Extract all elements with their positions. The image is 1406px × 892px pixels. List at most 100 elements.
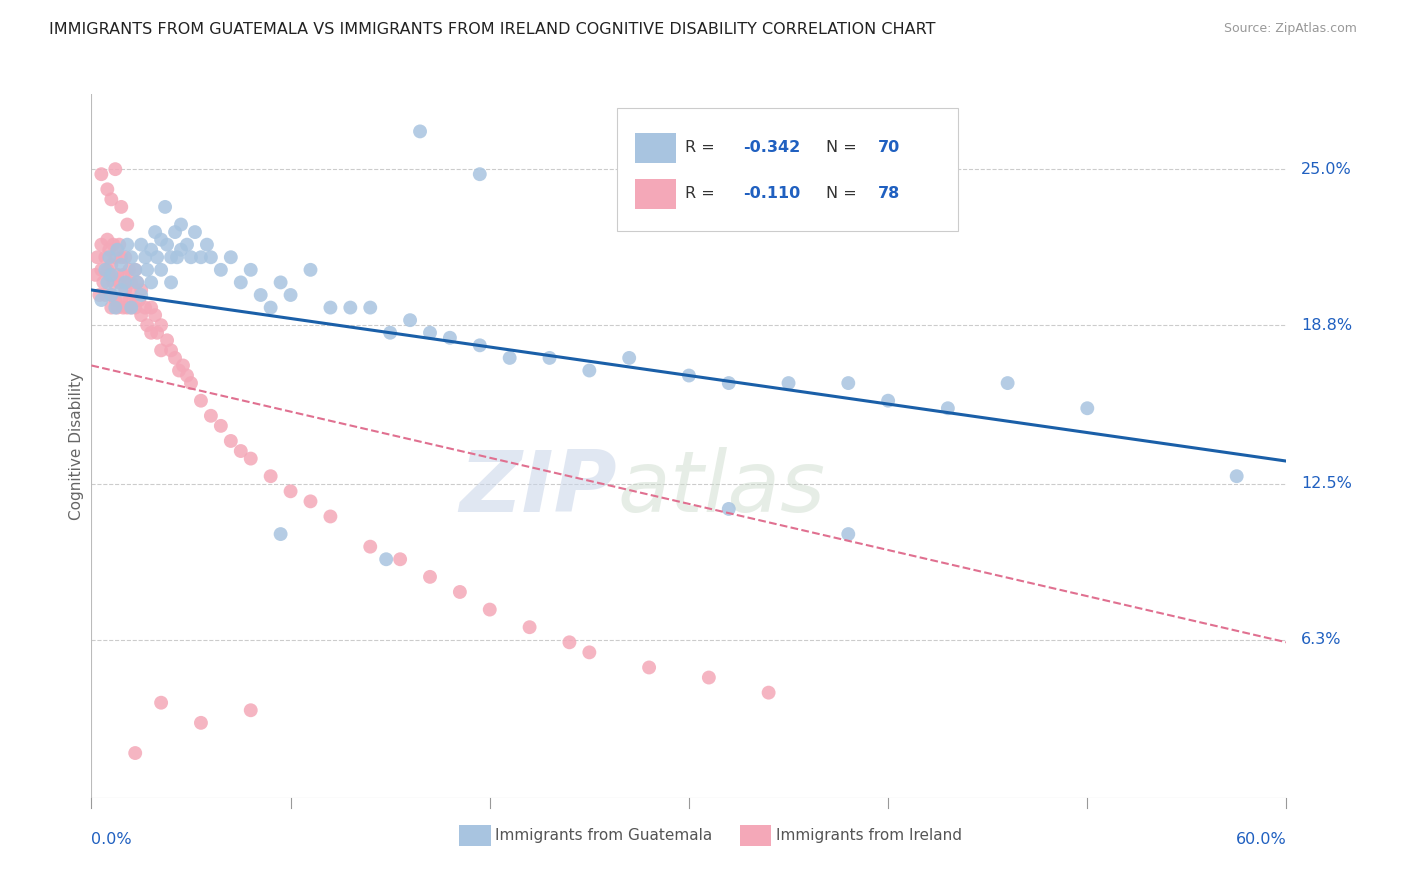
Point bbox=[143, 308, 166, 322]
Point bbox=[114, 250, 136, 264]
Point bbox=[115, 237, 138, 252]
Point bbox=[96, 276, 118, 290]
Point bbox=[678, 167, 700, 181]
Point bbox=[118, 263, 141, 277]
Point bbox=[110, 258, 132, 272]
Point bbox=[717, 376, 740, 390]
Text: 12.5%: 12.5% bbox=[1301, 476, 1351, 491]
Point bbox=[141, 243, 162, 257]
Point bbox=[96, 182, 118, 196]
Point bbox=[129, 308, 152, 322]
Point bbox=[156, 334, 179, 348]
Point bbox=[229, 444, 252, 458]
Point bbox=[468, 338, 491, 352]
Point bbox=[200, 250, 222, 264]
Point bbox=[419, 326, 441, 340]
Text: R =: R = bbox=[685, 186, 720, 202]
Point bbox=[172, 359, 194, 373]
Text: -0.342: -0.342 bbox=[742, 140, 800, 155]
Text: 78: 78 bbox=[877, 186, 900, 202]
Point bbox=[678, 368, 700, 383]
Point bbox=[150, 263, 173, 277]
Point bbox=[103, 237, 125, 252]
Point bbox=[105, 301, 128, 315]
Point bbox=[150, 343, 173, 358]
Text: 18.8%: 18.8% bbox=[1301, 318, 1353, 333]
Point bbox=[170, 218, 193, 232]
Point bbox=[219, 250, 242, 264]
Point bbox=[375, 552, 398, 566]
Point bbox=[141, 326, 162, 340]
Point bbox=[150, 696, 173, 710]
Point bbox=[280, 288, 302, 302]
Point bbox=[190, 250, 212, 264]
Text: -0.110: -0.110 bbox=[742, 186, 800, 202]
Point bbox=[108, 237, 131, 252]
Point bbox=[90, 263, 112, 277]
Text: 0.0%: 0.0% bbox=[91, 832, 132, 847]
Point bbox=[150, 318, 173, 333]
Point bbox=[98, 268, 121, 282]
Text: Immigrants from Guatemala: Immigrants from Guatemala bbox=[495, 828, 713, 843]
Point bbox=[229, 276, 252, 290]
Text: N =: N = bbox=[827, 140, 862, 155]
Point bbox=[619, 351, 641, 365]
Point bbox=[143, 225, 166, 239]
Point bbox=[578, 363, 600, 377]
Point bbox=[150, 233, 173, 247]
Point bbox=[578, 645, 600, 659]
Point bbox=[89, 288, 111, 302]
Point bbox=[200, 409, 222, 423]
Point bbox=[124, 263, 146, 277]
Text: 6.3%: 6.3% bbox=[1301, 632, 1341, 648]
Point bbox=[115, 218, 138, 232]
Point bbox=[163, 225, 186, 239]
Point bbox=[110, 200, 132, 214]
Point bbox=[439, 331, 461, 345]
Point bbox=[837, 376, 859, 390]
Point bbox=[100, 288, 122, 302]
Point bbox=[259, 301, 281, 315]
Point bbox=[1226, 469, 1249, 483]
FancyBboxPatch shape bbox=[460, 825, 491, 847]
Point bbox=[180, 376, 202, 390]
Point bbox=[100, 288, 122, 302]
Point bbox=[997, 376, 1019, 390]
Point bbox=[538, 351, 561, 365]
Point bbox=[86, 250, 108, 264]
Point bbox=[160, 250, 183, 264]
Text: 60.0%: 60.0% bbox=[1236, 832, 1286, 847]
Point bbox=[120, 301, 142, 315]
Point bbox=[98, 250, 121, 264]
Point bbox=[209, 418, 232, 433]
Point bbox=[127, 276, 149, 290]
Point bbox=[184, 225, 207, 239]
Point bbox=[96, 233, 118, 247]
Point bbox=[134, 301, 156, 315]
Point bbox=[167, 363, 190, 377]
Point bbox=[419, 570, 441, 584]
Point bbox=[118, 293, 141, 307]
Text: ZIP: ZIP bbox=[460, 447, 617, 530]
Point bbox=[170, 243, 193, 257]
Point bbox=[519, 620, 541, 634]
Point bbox=[478, 602, 501, 616]
Point bbox=[249, 288, 271, 302]
Point bbox=[110, 250, 132, 264]
Point bbox=[176, 368, 198, 383]
Point bbox=[112, 268, 135, 282]
Text: 25.0%: 25.0% bbox=[1301, 161, 1351, 177]
Point bbox=[270, 527, 292, 541]
Point bbox=[837, 527, 859, 541]
Point bbox=[120, 301, 142, 315]
FancyBboxPatch shape bbox=[636, 133, 676, 162]
Point bbox=[778, 376, 800, 390]
Point bbox=[399, 313, 422, 327]
Point bbox=[359, 540, 381, 554]
Point bbox=[128, 293, 150, 307]
FancyBboxPatch shape bbox=[741, 825, 772, 847]
FancyBboxPatch shape bbox=[617, 108, 957, 231]
Point bbox=[104, 301, 127, 315]
Point bbox=[146, 326, 169, 340]
Point bbox=[141, 276, 162, 290]
